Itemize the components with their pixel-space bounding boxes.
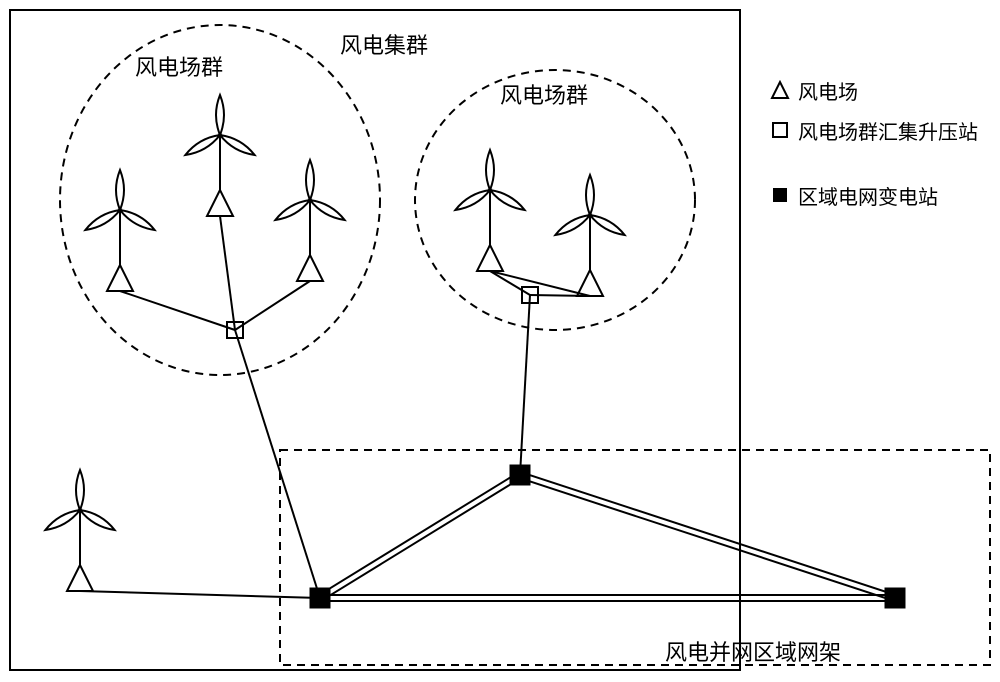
square-filled-icon (770, 189, 790, 209)
legend-item: 风电场 (770, 80, 858, 106)
group-label: 风电场群 (135, 50, 223, 82)
legend-label: 风电场 (798, 80, 858, 106)
legend-item: 区域电网变电站 (770, 185, 938, 211)
legend-label: 区域电网变电站 (798, 185, 938, 211)
square-open-icon (770, 124, 790, 144)
legend-item: 风电场群汇集升压站 (770, 120, 978, 146)
diagram-title: 风电集群 (340, 28, 428, 60)
triangle-icon (770, 84, 790, 104)
group-label: 风电场群 (500, 78, 588, 110)
group-label: 风电并网区域网架 (665, 635, 841, 667)
legend-label: 风电场群汇集升压站 (798, 120, 978, 146)
